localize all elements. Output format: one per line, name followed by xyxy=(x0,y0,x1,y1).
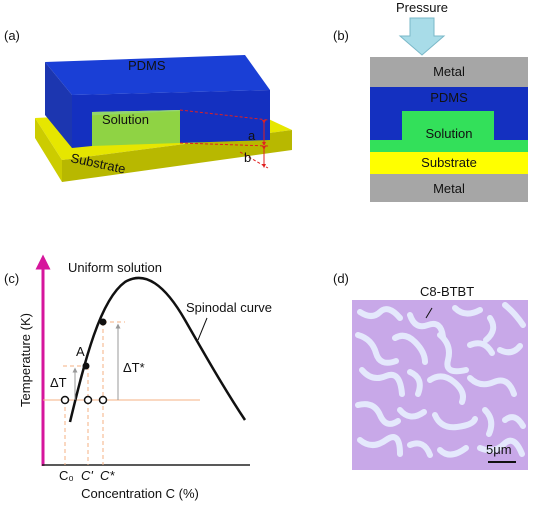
domains xyxy=(355,302,526,458)
panel-d: (d) C8-BTBT 5μm xyxy=(333,271,528,470)
substrate xyxy=(370,152,528,174)
spinodal-curve xyxy=(68,276,247,423)
delta-label: ΔT xyxy=(50,375,67,390)
pressure-arrow xyxy=(398,17,446,56)
concentration-guides xyxy=(60,321,125,465)
metal xyxy=(370,57,528,87)
point-label: A xyxy=(76,344,85,359)
solution-label: Solution xyxy=(102,112,149,127)
c-label: C' xyxy=(81,468,93,483)
solution-layer xyxy=(370,140,528,152)
panel-a: (a) PDMS Solution Substrate a b xyxy=(4,28,292,182)
pdms-side xyxy=(45,62,72,148)
dim-label: b xyxy=(244,150,251,165)
curve-pointer xyxy=(197,317,208,341)
layer-label: Metal xyxy=(433,64,465,79)
metal xyxy=(370,174,528,202)
c-label: C₀ xyxy=(59,468,74,483)
panel-b: (b) Pressure Metal PDMS Solution Substra… xyxy=(333,0,528,202)
c-label: C* xyxy=(100,468,115,483)
pdms-front xyxy=(72,90,270,148)
panel-c: (c) Uniform solution Spinodal curve A ΔT… xyxy=(4,254,272,501)
y-axis-label: Temperature (K) xyxy=(18,313,33,407)
point xyxy=(99,318,107,326)
x-axis-label: Concentration C (%) xyxy=(81,486,199,501)
layer-label: Metal xyxy=(433,181,465,196)
layer-label: Solution xyxy=(426,126,473,141)
open-points xyxy=(60,395,108,405)
panel-label: (d) xyxy=(333,271,349,286)
solution xyxy=(402,111,494,142)
dim-label: a xyxy=(248,128,256,143)
point xyxy=(82,362,90,370)
pressure-label: Pressure xyxy=(396,0,448,15)
layer-label: PDMS xyxy=(430,90,468,105)
substrate-side xyxy=(35,118,62,182)
panel-label: (c) xyxy=(4,271,19,286)
annotation-pointer xyxy=(425,307,433,319)
pdms-label: PDMS xyxy=(128,58,166,73)
annotation: C8-BTBT xyxy=(420,284,474,299)
curve-label: Spinodal curve xyxy=(186,300,272,315)
panel-label: (b) xyxy=(333,28,349,43)
scale-label: 5μm xyxy=(486,442,512,457)
solution-channel xyxy=(92,110,180,146)
pdms-top xyxy=(45,55,270,95)
region-label: Uniform solution xyxy=(68,260,162,275)
delta-label: ΔT* xyxy=(123,360,145,375)
substrate-front xyxy=(62,130,292,182)
panel-label: (a) xyxy=(4,28,20,43)
layer-label: Substrate xyxy=(421,155,477,170)
